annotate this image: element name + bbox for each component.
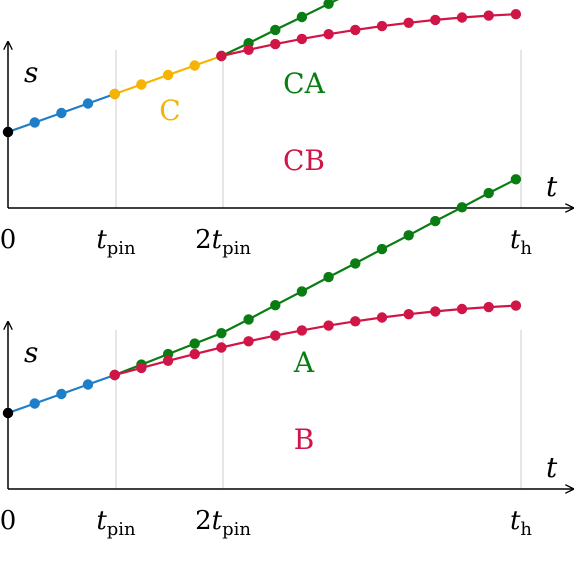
data-point-A-15	[510, 174, 522, 185]
tick-label-tpin: tpin	[96, 225, 136, 259]
bottom-panel: s t 0 tpin 2tpin th A B	[0, 174, 573, 540]
data-point-B-8	[323, 320, 334, 331]
data-point-B-15	[510, 300, 522, 311]
data-point-B-12	[430, 306, 441, 317]
data-point-CB-7	[403, 17, 414, 28]
tick-label-th: th	[510, 506, 532, 540]
data-point-B-6	[270, 330, 281, 341]
data-point-B-5	[243, 336, 254, 347]
data-point-A-14	[483, 187, 494, 199]
series-line-A	[114, 178, 517, 377]
origin-point	[2, 126, 14, 138]
data-point-initial-2	[56, 388, 67, 400]
data-point-initial-2	[56, 107, 67, 119]
data-point-B-9	[350, 316, 361, 327]
data-point-CB-5	[350, 24, 361, 36]
data-point-A-11	[403, 230, 414, 241]
data-point-B-4	[216, 342, 227, 353]
data-point-CB-6	[376, 20, 388, 32]
origin-point	[2, 407, 14, 419]
data-point-B-3	[189, 348, 200, 360]
series-label-B: B	[294, 423, 315, 456]
x-axis-label: t	[546, 451, 558, 484]
series-label-CB: CB	[283, 144, 325, 177]
y-axis-label: s	[24, 336, 38, 369]
tick-label-th: th	[510, 225, 532, 259]
y-axis-label: s	[24, 56, 38, 89]
data-point-A-8	[323, 271, 334, 283]
tick-label-2tpin: 2tpin	[195, 506, 251, 540]
data-point-initial-1	[29, 398, 40, 409]
data-point-B-2	[162, 355, 174, 366]
data-point-CA-2	[270, 24, 281, 36]
data-point-CA-4	[323, 0, 334, 9]
data-point-B-1	[136, 362, 147, 374]
data-point-CB-3	[296, 33, 308, 45]
x-axis-label: t	[546, 170, 558, 203]
data-point-CB-9	[456, 12, 468, 23]
tick-label-tpin: tpin	[96, 506, 136, 540]
data-point-CB-10	[483, 10, 494, 21]
data-point-A-10	[376, 243, 388, 255]
tick-label-zero: 0	[0, 225, 16, 255]
data-point-C-0	[109, 88, 120, 100]
data-point-B-11	[403, 309, 414, 320]
data-point-A-7	[296, 286, 308, 297]
data-point-CB-8	[430, 14, 441, 26]
data-point-B-14	[483, 301, 494, 313]
tick-label-2tpin: 2tpin	[195, 225, 251, 259]
data-point-A-4	[216, 328, 227, 339]
data-point-B-7	[296, 325, 308, 336]
data-point-C-1	[136, 79, 147, 90]
series-label-CA: CA	[283, 67, 325, 100]
data-point-B-13	[456, 303, 468, 315]
data-point-B-0	[109, 369, 120, 381]
data-point-A-5	[243, 314, 254, 325]
data-point-CB-11	[510, 9, 522, 20]
data-point-A-12	[430, 215, 441, 227]
data-point-initial-3	[82, 98, 94, 109]
data-point-CA-3	[296, 11, 308, 23]
data-point-C-3	[189, 60, 200, 71]
data-point-A-6	[270, 300, 281, 311]
top-panel: s t 0 tpin 2tpin th C CA CB	[0, 0, 573, 259]
data-point-CB-1	[243, 44, 254, 55]
data-point-C-2	[162, 69, 174, 81]
data-point-initial-1	[29, 117, 40, 128]
data-point-CB-0	[216, 50, 227, 62]
data-point-CB-2	[270, 38, 281, 50]
tick-label-zero: 0	[0, 506, 16, 536]
series-line-B	[114, 304, 516, 377]
data-point-CB-4	[323, 29, 334, 40]
data-point-A-9	[350, 258, 361, 269]
data-point-initial-3	[82, 379, 94, 390]
series-label-A: A	[293, 346, 315, 379]
series-label-C: C	[159, 94, 180, 127]
data-point-A-3	[189, 338, 200, 349]
data-point-A-13	[456, 202, 468, 213]
data-point-B-10	[376, 312, 388, 323]
